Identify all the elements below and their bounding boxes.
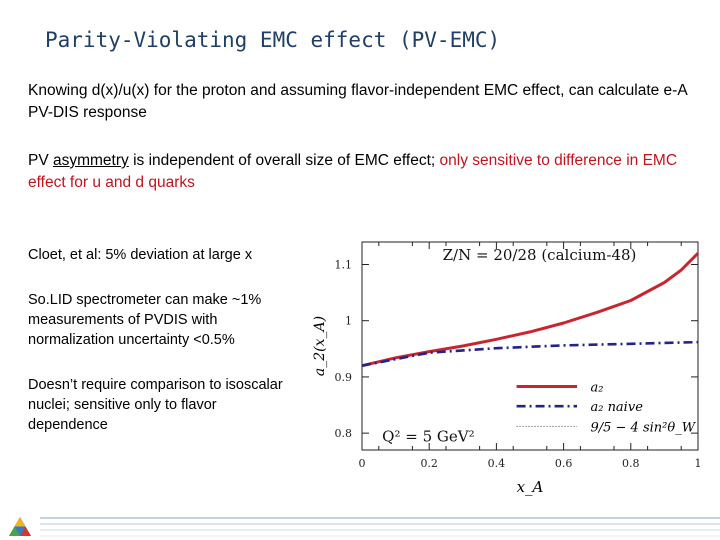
x-tick-label: 1 bbox=[695, 457, 702, 470]
y-axis-label: a_2(x_A) bbox=[312, 316, 328, 376]
y-tick-label: 1 bbox=[345, 315, 352, 328]
para2-underlined: asymmetry bbox=[52, 152, 129, 169]
series-a2-naive-line bbox=[361, 340, 699, 367]
paragraph-asymmetry: PV asymmetry is independent of overall s… bbox=[28, 150, 700, 194]
para2-text-a: PV bbox=[28, 152, 53, 169]
chart-axes bbox=[361, 241, 699, 451]
annotation-bottom: Q² = 5 GeV² bbox=[382, 428, 474, 446]
emc-chart: 0 0.2 0.4 0.6 0.8 1 0.8 0.9 1 1.1 x_A a_2(x_A) Z/N =… bbox=[312, 241, 702, 496]
x-tick-label: 0.8 bbox=[622, 457, 640, 470]
series-a2-line bbox=[361, 252, 700, 368]
note-isoscalar: Doesn’t require comparison to isoscalar … bbox=[28, 377, 283, 433]
y-tick-label: 0.9 bbox=[335, 371, 353, 384]
note-solid: So.LID spectrometer can make ~1% measure… bbox=[28, 292, 262, 348]
footer-band bbox=[0, 510, 720, 540]
chart-curves bbox=[361, 252, 700, 368]
chart-labels: 0 0.2 0.4 0.6 0.8 1 0.8 0.9 1 1.1 x_A a_2(x_A) Z/N =… bbox=[312, 246, 702, 496]
x-axis-label: x_A bbox=[517, 478, 544, 496]
legend-label: 9/5 − 4 sin²θ_W bbox=[590, 420, 696, 435]
paragraph-intro: Knowing d(x)/u(x) for the proton and ass… bbox=[28, 82, 687, 121]
legend-label: a₂ naive bbox=[590, 400, 643, 415]
para2-text-c: is independent of overall size of EMC ef… bbox=[128, 152, 440, 169]
x-tick-label: 0.4 bbox=[488, 457, 506, 470]
x-tick-label: 0 bbox=[359, 457, 366, 470]
slide-title: Parity-Violating EMC effect (PV-EMC) bbox=[45, 28, 501, 52]
plot-frame bbox=[361, 241, 699, 451]
y-tick-label: 1.1 bbox=[335, 258, 353, 271]
note-cloet: Cloet, et al: 5% deviation at large x bbox=[28, 247, 253, 263]
lab-logo-icon bbox=[9, 517, 31, 536]
annotation-top: Z/N = 20/28 (calcium-48) bbox=[443, 246, 637, 264]
x-tick-label: 0.6 bbox=[555, 457, 573, 470]
y-tick-label: 0.8 bbox=[335, 427, 353, 440]
chart-legend: a₂ a₂ naive 9/5 − 4 sin²θ_W bbox=[516, 380, 697, 435]
para2-highlight: only sensitive to difference in EMC effe… bbox=[28, 152, 678, 191]
x-tick-label: 0.2 bbox=[420, 457, 438, 470]
legend-label: a₂ bbox=[590, 380, 603, 395]
